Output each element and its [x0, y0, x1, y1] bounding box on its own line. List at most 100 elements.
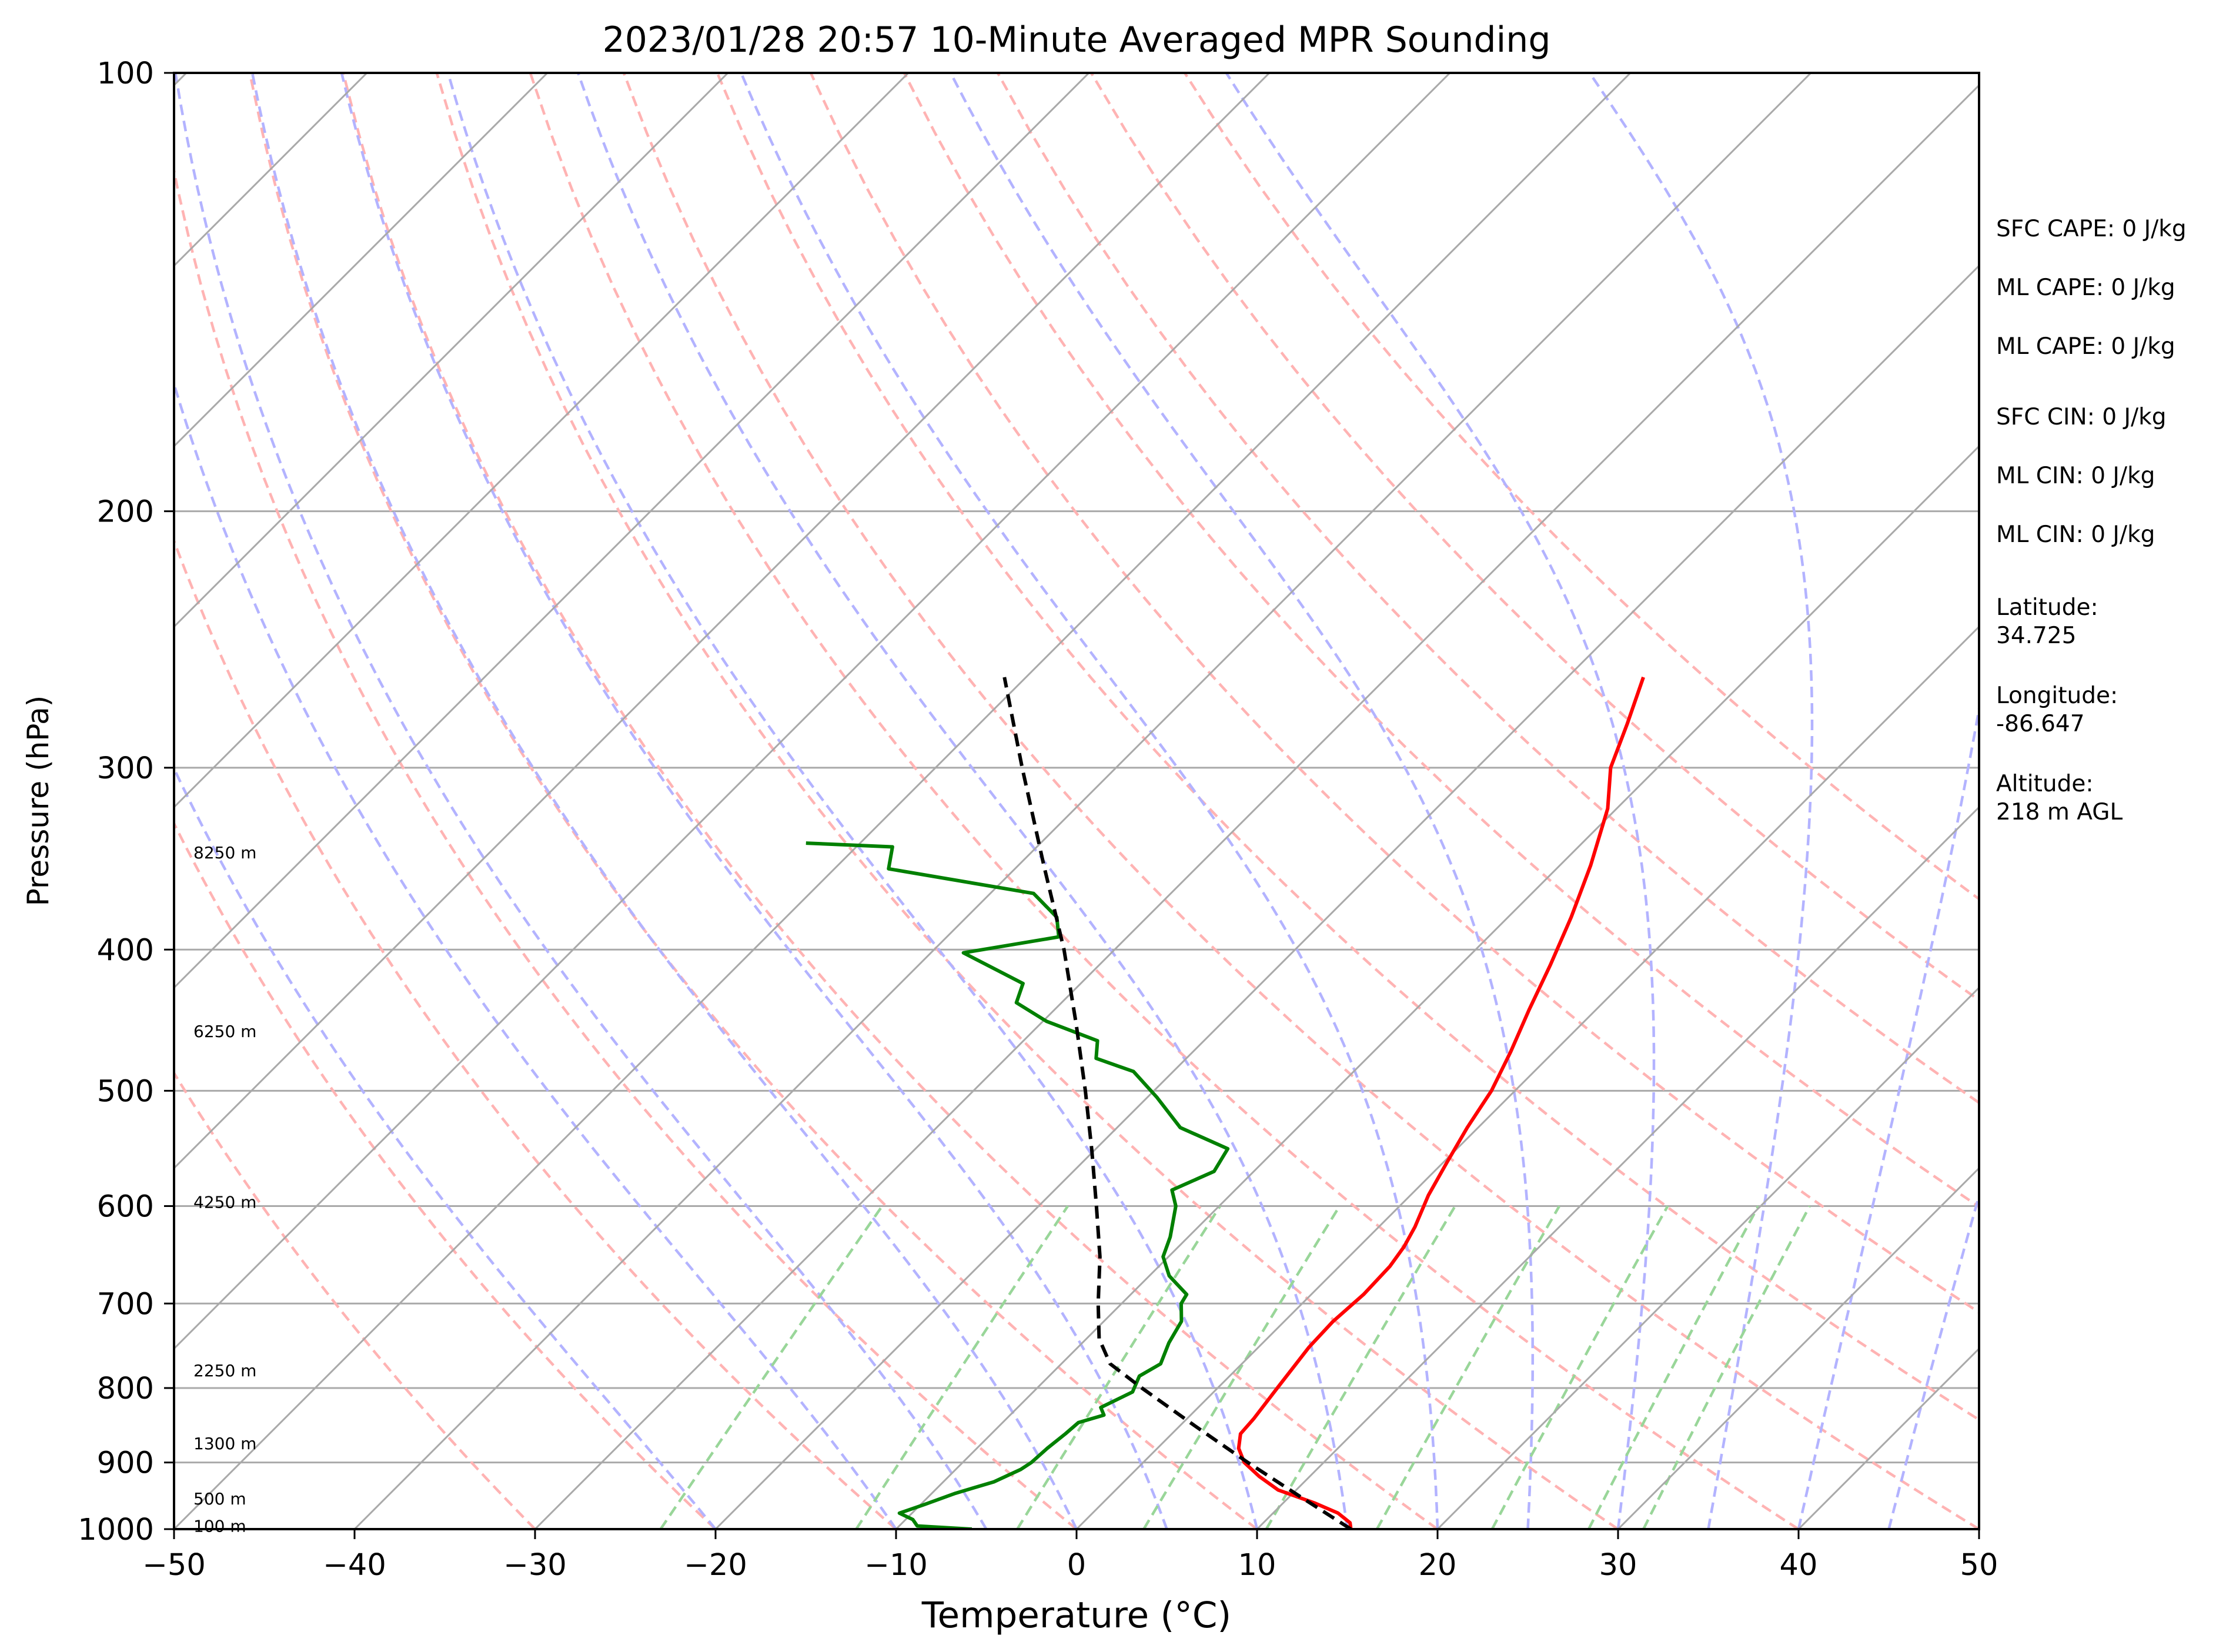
mixing-ratio-line — [659, 1205, 884, 1529]
stat-value: -86.647 — [1996, 711, 2085, 737]
moist-adiabat-line — [174, 379, 897, 1529]
isotherm-line — [1075, 625, 1979, 1529]
isotherm-line — [174, 73, 549, 448]
height-label: 8250 m — [193, 843, 256, 862]
moist-adiabat-line — [1797, 701, 1979, 1529]
stat-label: Longitude: — [1996, 683, 2118, 709]
isotherm-line — [714, 264, 1979, 1529]
moist-adiabat-line — [446, 73, 1259, 1529]
dry-adiabat-line — [529, 73, 1800, 1529]
x-tick-label: −20 — [684, 1548, 747, 1583]
isotherm-line — [174, 73, 910, 809]
plot-area — [174, 73, 1979, 1529]
y-tick-label: 100 — [97, 56, 154, 91]
moist-adiabat-line — [1887, 1190, 1979, 1529]
dry-adiabat-line — [248, 73, 1258, 1529]
mixing-ratio-line — [1265, 1205, 1456, 1529]
height-label: 500 m — [193, 1489, 246, 1509]
mixing-ratio-line — [1142, 1205, 1341, 1529]
moist-adiabat-line — [577, 73, 1349, 1529]
dry-adiabat-line — [716, 73, 1979, 1422]
moist-adiabat-line — [740, 73, 1439, 1529]
x-tick-label: −10 — [864, 1548, 928, 1583]
stat-label: ML CAPE: 0 J/kg — [1996, 275, 2175, 301]
temperature-line — [1236, 676, 1645, 1529]
mixing-ratio-line — [855, 1205, 1069, 1529]
mixing-ratio-line — [1016, 1205, 1222, 1529]
height-label: 6250 m — [193, 1022, 256, 1041]
height-label: 1300 m — [193, 1434, 256, 1453]
sounding-stats: SFC CAPE: 0 J/kg ML CAPE: 0 J/kg ML CAPE: … — [1996, 216, 2187, 825]
isotherm-line — [174, 73, 1090, 989]
moist-adiabat-line — [949, 73, 1535, 1529]
isotherm-line — [174, 73, 1271, 1170]
moist-adiabat-line — [174, 765, 717, 1529]
isotherm-line — [1436, 986, 1979, 1529]
y-tick-label: 300 — [97, 751, 154, 786]
moist-adiabat-line — [250, 73, 1078, 1529]
dry-adiabat-line — [809, 73, 1979, 1315]
stat-value: 218 m AGL — [1996, 799, 2123, 825]
stat-label: Latitude: — [1996, 594, 2098, 621]
x-tick-label: 10 — [1238, 1548, 1276, 1583]
stat-label: Altitude: — [1996, 771, 2094, 797]
x-tick-label: 0 — [1067, 1548, 1086, 1583]
y-tick-label: 1000 — [78, 1513, 154, 1547]
isotherm-line — [174, 73, 1451, 1350]
x-tick-label: 20 — [1419, 1548, 1457, 1583]
dry-adiabat-line — [435, 73, 1619, 1529]
x-axis-label: Temperature (°C) — [921, 1594, 1231, 1636]
x-tick-label: −30 — [503, 1548, 567, 1583]
dewpoint-line — [805, 841, 1230, 1529]
isotherm-line — [353, 73, 1812, 1529]
stat-label: ML CIN: 0 J/kg — [1996, 463, 2155, 489]
moist-adiabat-line — [1225, 73, 1656, 1529]
y-axis-label: Pressure (hPa) — [21, 695, 55, 907]
dry-adiabat-line — [342, 73, 1439, 1529]
isotherm-line — [895, 444, 1979, 1529]
y-tick-label: 200 — [97, 495, 154, 530]
sounding-traces — [805, 676, 1645, 1529]
y-tick-label: 900 — [97, 1446, 154, 1481]
x-tick-label: 40 — [1780, 1548, 1818, 1583]
dry-adiabat-line — [903, 73, 1979, 1209]
axis-ticks: −50 −40 −30 −20 −10 0 10 20 30 40 50 100 200 300 400 50… — [78, 56, 1998, 1583]
y-tick-label: 600 — [97, 1189, 154, 1224]
x-tick-label: −50 — [142, 1548, 206, 1583]
moist-adiabat-line — [1588, 73, 1814, 1529]
dry-adiabat-line — [174, 537, 897, 1529]
stat-label: SFC CIN: 0 J/kg — [1996, 404, 2166, 430]
stat-label: SFC CAPE: 0 J/kg — [1996, 216, 2187, 242]
height-label: 100 m — [193, 1517, 246, 1536]
isotherm-line — [1617, 1166, 1979, 1529]
mixing-ratio-line — [1375, 1205, 1561, 1529]
moist-adiabat-line — [340, 73, 1168, 1529]
y-tick-label: 800 — [97, 1372, 154, 1406]
y-tick-label: 700 — [97, 1287, 154, 1322]
mixing-ratio-line — [1490, 1205, 1669, 1529]
y-tick-label: 400 — [97, 933, 154, 968]
y-tick-label: 500 — [97, 1074, 154, 1109]
chart-title: 2023/01/28 20:57 10-Minute Averaged MPR … — [603, 19, 1551, 61]
stat-label: ML CIN: 0 J/kg — [1996, 521, 2155, 548]
dry-adiabat-line — [174, 1070, 536, 1529]
mixing-ratio-line — [1587, 1205, 1760, 1529]
stat-value: 34.725 — [1996, 623, 2076, 649]
x-tick-label: 30 — [1599, 1548, 1637, 1583]
height-label: 2250 m — [193, 1361, 256, 1380]
isotherm-line — [534, 83, 1979, 1529]
parcel-line — [1002, 677, 1352, 1529]
dry-adiabat-line — [174, 164, 1078, 1529]
moist-adiabat-line — [174, 73, 988, 1529]
x-tick-label: 50 — [1960, 1548, 1998, 1583]
x-tick-label: −40 — [323, 1548, 386, 1583]
isotherm-line — [1256, 805, 1979, 1529]
reference-lines — [174, 73, 1979, 1529]
isotherm-line — [174, 73, 729, 628]
height-labels: 100 m 500 m 1300 m 2250 m 4250 m 6250 m 8250 m — [193, 843, 256, 1536]
isotherm-line — [174, 73, 1632, 1529]
height-label: 4250 m — [193, 1192, 256, 1212]
mixing-ratio-line — [1642, 1205, 1811, 1529]
stat-label: ML CAPE: 0 J/kg — [1996, 333, 2175, 360]
